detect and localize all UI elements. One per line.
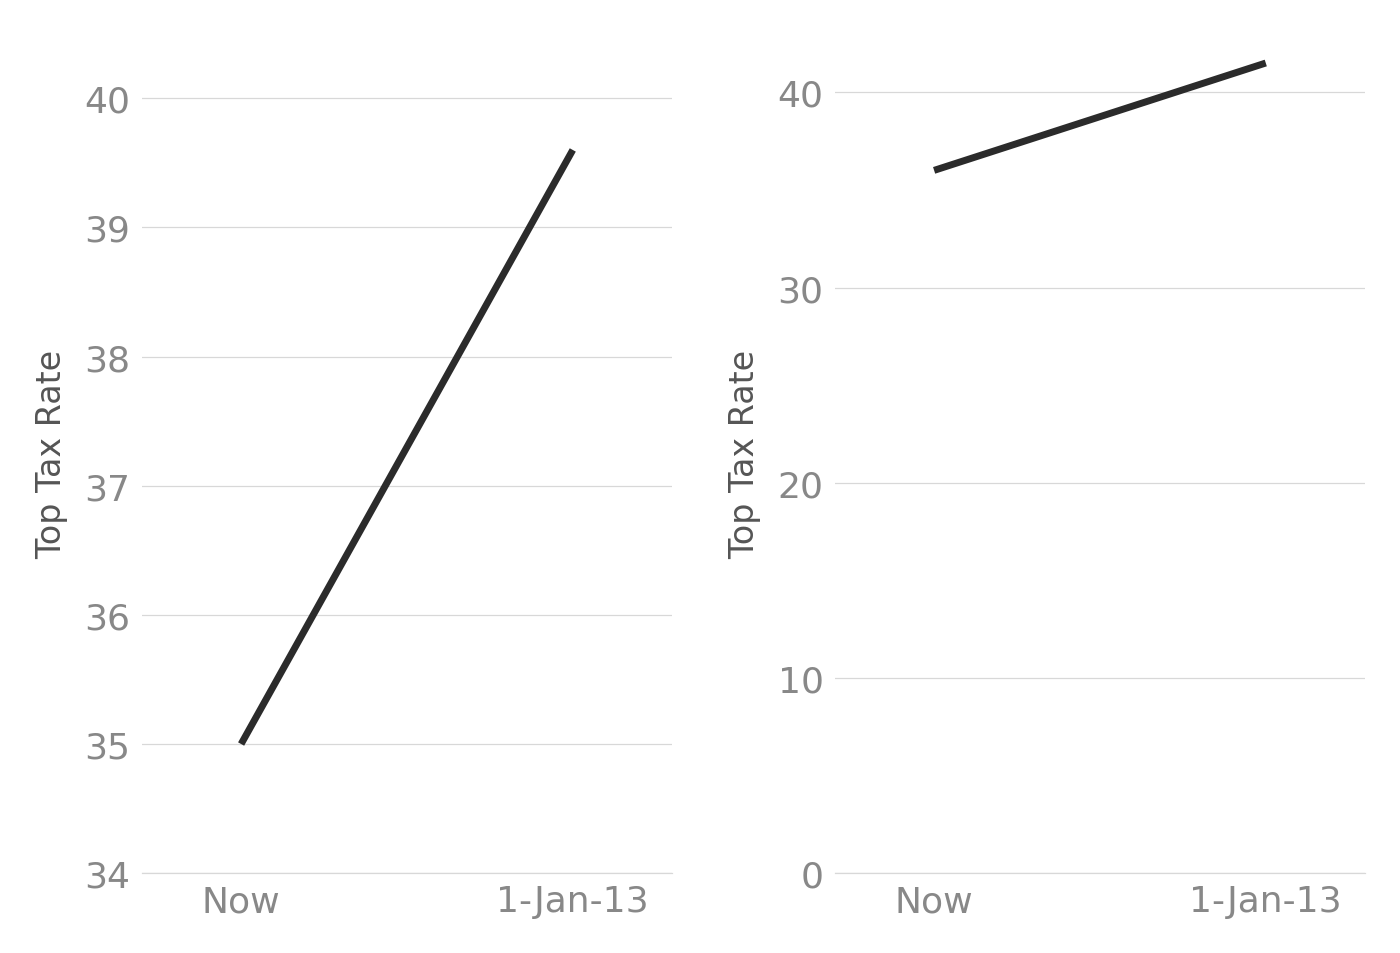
- Y-axis label: Top Tax Rate: Top Tax Rate: [728, 350, 760, 558]
- Y-axis label: Top Tax Rate: Top Tax Rate: [35, 350, 67, 558]
